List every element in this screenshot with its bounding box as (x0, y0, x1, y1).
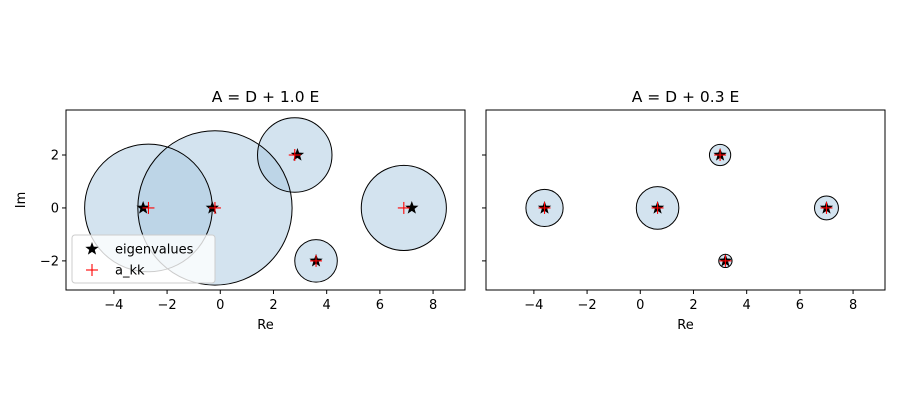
plot-area (525, 143, 839, 269)
eigenvalue-marker (290, 148, 305, 161)
akk-marker (651, 201, 664, 214)
x-tick-label: 0 (636, 298, 644, 313)
x-tick-label: 8 (849, 298, 857, 313)
axes-frame (485, 109, 886, 291)
x-tick-label: 0 (216, 298, 224, 313)
chart-title: A = D + 1.0 E (212, 88, 320, 106)
akk-marker (142, 201, 155, 214)
gershgorin-disc-outline (294, 239, 338, 283)
x-tick-label: 6 (796, 298, 804, 313)
akk-marker (397, 201, 410, 214)
y-tick-label: −2 (40, 254, 59, 269)
gershgorin-disc-outline (360, 164, 447, 252)
x-tick-label: −4 (104, 298, 123, 313)
gershgorin-disc-outline (137, 130, 293, 286)
chart-panel-2: −4 −2 0 2 4 6 8 A = D + 0.3 E Re (482, 88, 886, 333)
eigenvalue-marker (405, 200, 419, 214)
chart-panel-1: −4 −2 0 2 4 6 8 −2 0 2 A = D + 1.0 E Re Im eigenvalue… (14, 88, 466, 333)
x-tick-label: 4 (323, 298, 331, 313)
gershgorin-disc-outline (635, 186, 680, 230)
x-tick-label: 8 (429, 298, 437, 313)
x-tick-label: −2 (157, 298, 176, 313)
gershgorin-disc-outline (257, 117, 333, 193)
x-axis-label: Re (257, 318, 273, 333)
legend: eigenvalues a_kk (71, 234, 216, 284)
legend-label-akk: a_kk (115, 264, 145, 279)
x-axis-label: Re (677, 318, 693, 333)
gershgorin-disc-outline (525, 188, 564, 228)
legend-label-eigenvalues: eigenvalues (115, 243, 194, 258)
akk-marker (714, 149, 727, 161)
axes-frame (65, 109, 466, 291)
akk-marker (719, 254, 732, 267)
akk-marker (820, 201, 833, 214)
akk-marker (538, 201, 551, 214)
eigenvalue-marker (136, 200, 150, 214)
akk-marker (310, 254, 323, 267)
akk-marker (208, 201, 221, 214)
gershgorin-disc-outline (814, 195, 839, 221)
legend-akk-marker (86, 264, 98, 276)
chart-title: A = D + 0.3 E (632, 88, 740, 106)
x-tick-label: −4 (524, 298, 543, 313)
legend-box (71, 234, 216, 284)
y-tick-label: 2 (51, 149, 59, 164)
x-tick-label: 2 (689, 298, 697, 313)
y-axis-label: Im (14, 192, 29, 209)
x-tick-label: −2 (577, 298, 596, 313)
x-tick-label: 2 (269, 298, 277, 313)
x-tick-label: 4 (743, 298, 751, 313)
y-tick-label: 0 (51, 201, 59, 216)
legend-eigenvalue-marker (85, 242, 99, 255)
gershgorin-disc-outline (708, 143, 732, 167)
akk-marker (288, 149, 301, 161)
x-tick-label: 6 (376, 298, 384, 313)
eigenvalue-marker (205, 200, 219, 214)
